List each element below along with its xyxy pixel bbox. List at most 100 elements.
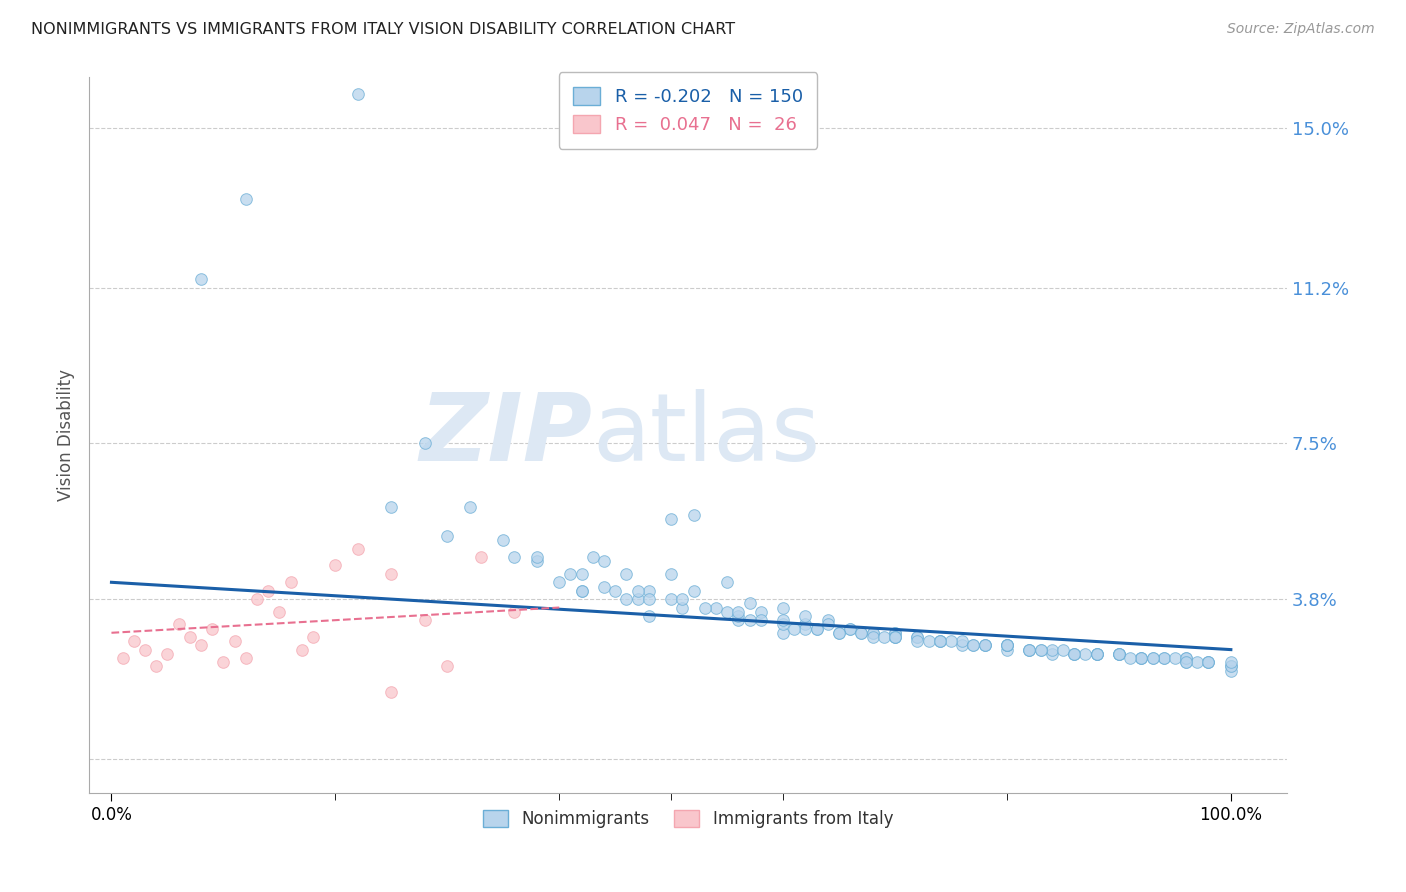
- Point: [503, 605, 526, 619]
- Point: [1219, 664, 1241, 678]
- Point: [862, 625, 884, 640]
- Point: [526, 550, 548, 565]
- Point: [1142, 651, 1164, 665]
- Text: Source: ZipAtlas.com: Source: ZipAtlas.com: [1227, 22, 1375, 37]
- Point: [884, 630, 907, 644]
- Point: [167, 617, 190, 632]
- Point: [626, 592, 648, 607]
- Point: [928, 634, 950, 648]
- Point: [828, 625, 851, 640]
- Point: [950, 639, 973, 653]
- Point: [190, 272, 212, 286]
- Point: [637, 592, 659, 607]
- Point: [727, 605, 749, 619]
- Point: [571, 583, 593, 598]
- Point: [727, 609, 749, 624]
- Point: [302, 630, 325, 644]
- Legend: Nonimmigrants, Immigrants from Italy: Nonimmigrants, Immigrants from Italy: [477, 803, 900, 834]
- Point: [1063, 647, 1085, 661]
- Point: [1063, 647, 1085, 661]
- Point: [1085, 647, 1108, 661]
- Point: [1198, 655, 1220, 669]
- Point: [201, 622, 224, 636]
- Point: [659, 592, 682, 607]
- Text: atlas: atlas: [592, 389, 820, 481]
- Point: [783, 622, 806, 636]
- Point: [1219, 659, 1241, 673]
- Point: [716, 605, 738, 619]
- Point: [548, 575, 571, 590]
- Point: [571, 583, 593, 598]
- Point: [738, 596, 761, 610]
- Point: [1130, 651, 1153, 665]
- Point: [907, 630, 929, 644]
- Point: [560, 566, 582, 581]
- Point: [1198, 655, 1220, 669]
- Point: [973, 639, 995, 653]
- Point: [1219, 655, 1241, 669]
- Point: [1130, 651, 1153, 665]
- Point: [346, 541, 368, 556]
- Point: [1029, 642, 1052, 657]
- Point: [1198, 655, 1220, 669]
- Point: [1175, 655, 1198, 669]
- Point: [772, 617, 794, 632]
- Point: [1085, 647, 1108, 661]
- Point: [704, 600, 727, 615]
- Point: [1085, 647, 1108, 661]
- Point: [637, 583, 659, 598]
- Point: [436, 529, 458, 543]
- Point: [1219, 659, 1241, 673]
- Point: [693, 600, 716, 615]
- Point: [246, 592, 269, 607]
- Point: [973, 639, 995, 653]
- Point: [884, 630, 907, 644]
- Point: [492, 533, 515, 548]
- Point: [727, 613, 749, 627]
- Point: [291, 642, 314, 657]
- Point: [413, 436, 436, 450]
- Point: [1108, 647, 1130, 661]
- Point: [671, 600, 693, 615]
- Point: [280, 575, 302, 590]
- Point: [939, 634, 962, 648]
- Point: [884, 630, 907, 644]
- Point: [1130, 651, 1153, 665]
- Point: [907, 630, 929, 644]
- Point: [794, 617, 817, 632]
- Point: [862, 625, 884, 640]
- Point: [156, 647, 179, 661]
- Point: [593, 580, 616, 594]
- Point: [380, 684, 402, 698]
- Point: [458, 500, 481, 514]
- Point: [806, 622, 828, 636]
- Point: [111, 651, 134, 665]
- Point: [626, 583, 648, 598]
- Point: [806, 622, 828, 636]
- Point: [772, 613, 794, 627]
- Point: [269, 605, 291, 619]
- Point: [1175, 651, 1198, 665]
- Point: [928, 634, 950, 648]
- Point: [839, 622, 862, 636]
- Point: [907, 634, 929, 648]
- Point: [995, 639, 1018, 653]
- Point: [470, 550, 492, 565]
- Point: [1018, 642, 1040, 657]
- Point: [950, 634, 973, 648]
- Point: [884, 625, 907, 640]
- Point: [179, 630, 201, 644]
- Point: [145, 659, 167, 673]
- Point: [346, 87, 368, 102]
- Point: [995, 639, 1018, 653]
- Point: [325, 558, 347, 573]
- Point: [637, 609, 659, 624]
- Point: [1085, 647, 1108, 661]
- Point: [122, 634, 145, 648]
- Point: [873, 630, 896, 644]
- Point: [884, 625, 907, 640]
- Point: [1052, 642, 1074, 657]
- Point: [616, 566, 638, 581]
- Point: [1119, 651, 1142, 665]
- Y-axis label: Vision Disability: Vision Disability: [58, 369, 75, 501]
